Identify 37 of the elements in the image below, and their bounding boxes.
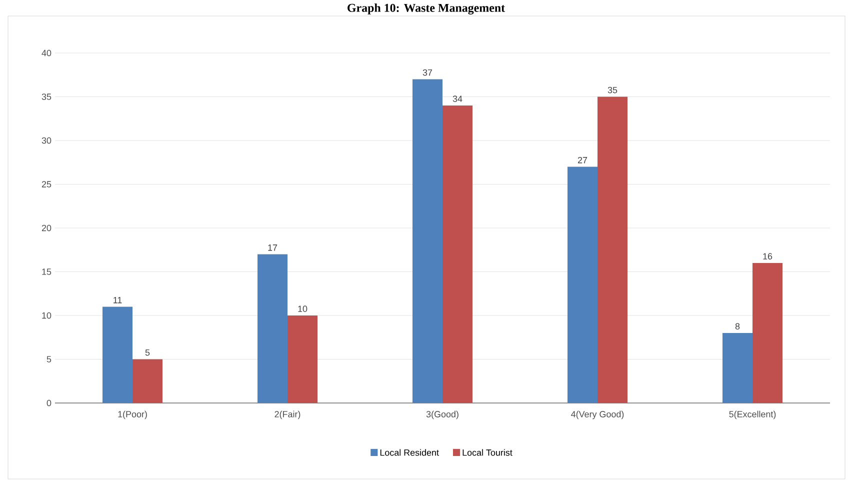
y-tick-label: 10 [42, 312, 52, 319]
data-label: 27 [578, 156, 588, 164]
x-tick-label: 2(Fair) [274, 410, 300, 420]
y-tick-label: 30 [42, 137, 52, 144]
data-label: 8 [735, 323, 740, 330]
bar [412, 79, 443, 403]
data-label: 35 [608, 86, 618, 94]
bar [722, 333, 753, 403]
data-label: 34 [452, 96, 462, 102]
bar [442, 105, 473, 403]
bar [568, 166, 598, 403]
x-tick-label: 3(Good) [426, 410, 458, 420]
y-tick-label: 15 [42, 268, 52, 275]
data-label: 37 [422, 69, 432, 76]
bar [132, 359, 162, 403]
data-label: 10 [298, 306, 308, 312]
y-tick-label: 25 [42, 181, 52, 188]
data-label: 17 [268, 244, 278, 251]
x-tick-label: 1(Poor) [118, 410, 147, 420]
y-tick-label: 5 [46, 356, 52, 362]
bar [752, 263, 783, 403]
data-label: 16 [763, 253, 772, 260]
y-tick-label: 40 [42, 50, 52, 56]
data-label: 5 [145, 349, 150, 356]
legend-label: Local Resident [380, 449, 439, 456]
y-tick-label: 35 [42, 94, 52, 100]
x-tick-label: 5(Excellent) [729, 410, 776, 420]
legend-label: Local Tourist [462, 449, 512, 456]
bar [102, 306, 132, 403]
bar [598, 96, 628, 403]
chart-title: Graph 10: Waste Management [348, 4, 505, 14]
bar [258, 254, 288, 403]
x-tick-label: 4(Very Good) [571, 410, 624, 420]
bar [288, 316, 318, 403]
y-tick-label: 20 [42, 224, 52, 232]
y-tick-label: 0 [46, 400, 52, 406]
data-label: 11 [114, 297, 122, 304]
